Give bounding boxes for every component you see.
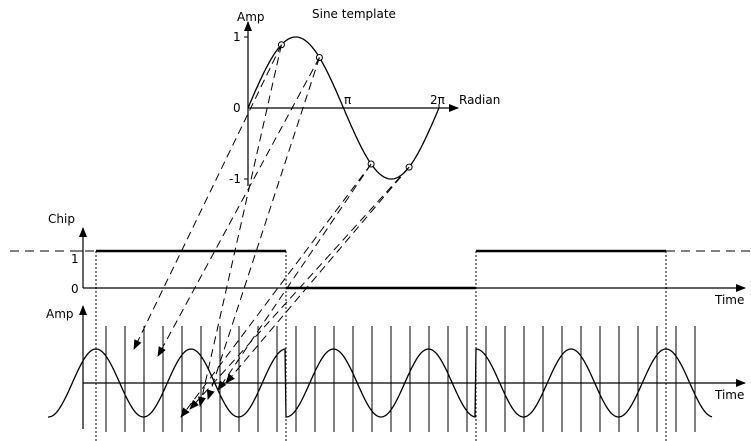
chip-levels — [96, 249, 666, 290]
mapping-arrow — [206, 57, 320, 400]
chip-y-label: Chip — [48, 212, 75, 226]
chip-level-label-low: 0 — [71, 282, 79, 296]
chip-level-label-high: 1 — [71, 252, 79, 266]
chip-x-label: Time — [714, 293, 744, 307]
mapping-arrow — [133, 44, 282, 350]
signal-panel: Amp Time — [46, 305, 746, 432]
mapping-arrow — [157, 57, 320, 357]
signal-y-label: Amp — [46, 307, 74, 321]
mapping-arrows — [133, 44, 410, 418]
template-tick-label-pos: 1 — [233, 30, 241, 44]
template-tick-label-neg: -1 — [229, 172, 241, 186]
template-sample-points — [277, 41, 413, 171]
template-tick-label-pi: π — [344, 93, 351, 107]
sample-lines — [105, 326, 696, 432]
template-tick-label-2pi: 2π — [430, 93, 445, 107]
template-x-label: Radian — [459, 93, 500, 107]
template-y-label: Amp — [237, 10, 265, 24]
signal-x-label: Time — [714, 388, 744, 402]
chip-panel: Chip Time 1 0 — [10, 212, 750, 307]
modulated-signal-curve — [48, 348, 713, 418]
sine-template-panel: Sine template Amp Radian 1 0 -1 π 2π — [229, 7, 500, 186]
mapping-arrow — [217, 163, 372, 391]
template-title: Sine template — [312, 7, 396, 21]
mapping-arrow — [198, 44, 282, 407]
template-tick-label-zero: 0 — [233, 101, 241, 115]
mapping-arrow — [180, 163, 372, 418]
mapping-arrow — [225, 166, 410, 384]
